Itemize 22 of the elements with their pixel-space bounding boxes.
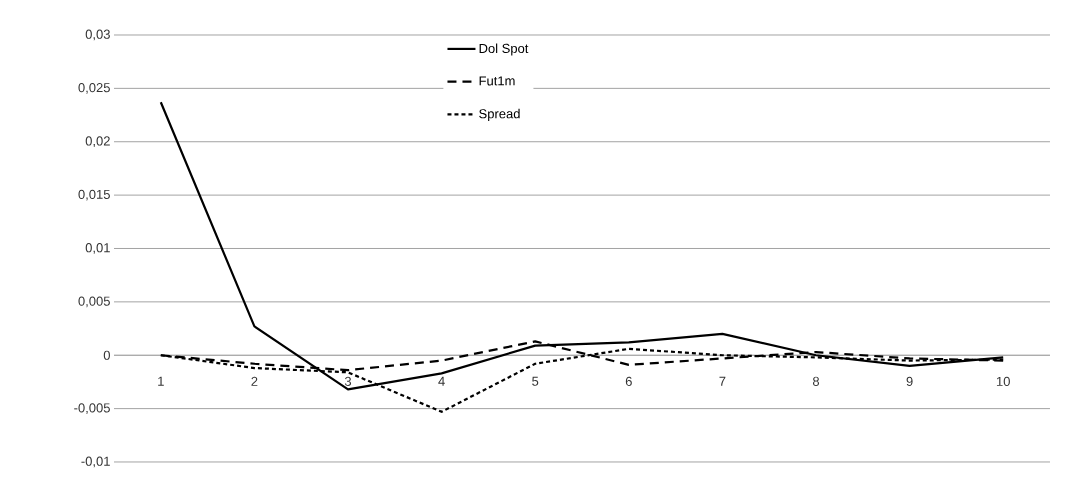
y-tick-label: 0,03 [85, 29, 110, 41]
x-tick-label: 8 [812, 376, 820, 386]
x-tick-label: 1 [158, 376, 164, 386]
y-tick-label: 0,02 [85, 136, 110, 148]
x-tick-label: 7 [719, 376, 726, 386]
x-tick-label: 4 [438, 376, 445, 386]
x-tick-label: 9 [906, 376, 913, 386]
legend-label: Dol Spot [479, 43, 529, 56]
x-tick-label: 6 [625, 376, 632, 386]
x-tick-label: 3 [344, 376, 352, 386]
y-tick-label: -0,01 [81, 456, 110, 468]
legend-label: Fut1m [479, 76, 515, 86]
y-tick-label: 0 [103, 350, 110, 360]
y-tick-label: 0,005 [78, 296, 110, 308]
x-tick-label: 10 [996, 376, 1010, 386]
legend-label: Spread [479, 108, 520, 121]
x-tick-label: 2 [251, 376, 258, 386]
y-tick-label: 0,025 [78, 83, 110, 94]
y-tick-label: 0,01 [85, 243, 110, 254]
y-tick-label: -0,005 [74, 403, 110, 414]
y-tick-label: 0,015 [78, 189, 110, 201]
x-tick-label: 5 [532, 376, 539, 386]
